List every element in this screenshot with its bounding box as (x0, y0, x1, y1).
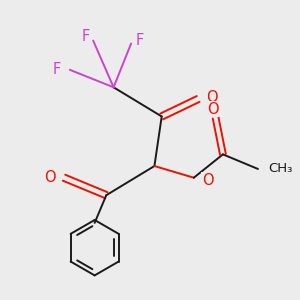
Text: O: O (207, 102, 218, 117)
Text: O: O (44, 170, 56, 185)
Text: F: F (82, 29, 90, 44)
Text: F: F (53, 62, 61, 77)
Text: CH₃: CH₃ (268, 163, 292, 176)
Text: F: F (136, 33, 144, 48)
Text: O: O (202, 173, 214, 188)
Text: O: O (206, 90, 218, 105)
